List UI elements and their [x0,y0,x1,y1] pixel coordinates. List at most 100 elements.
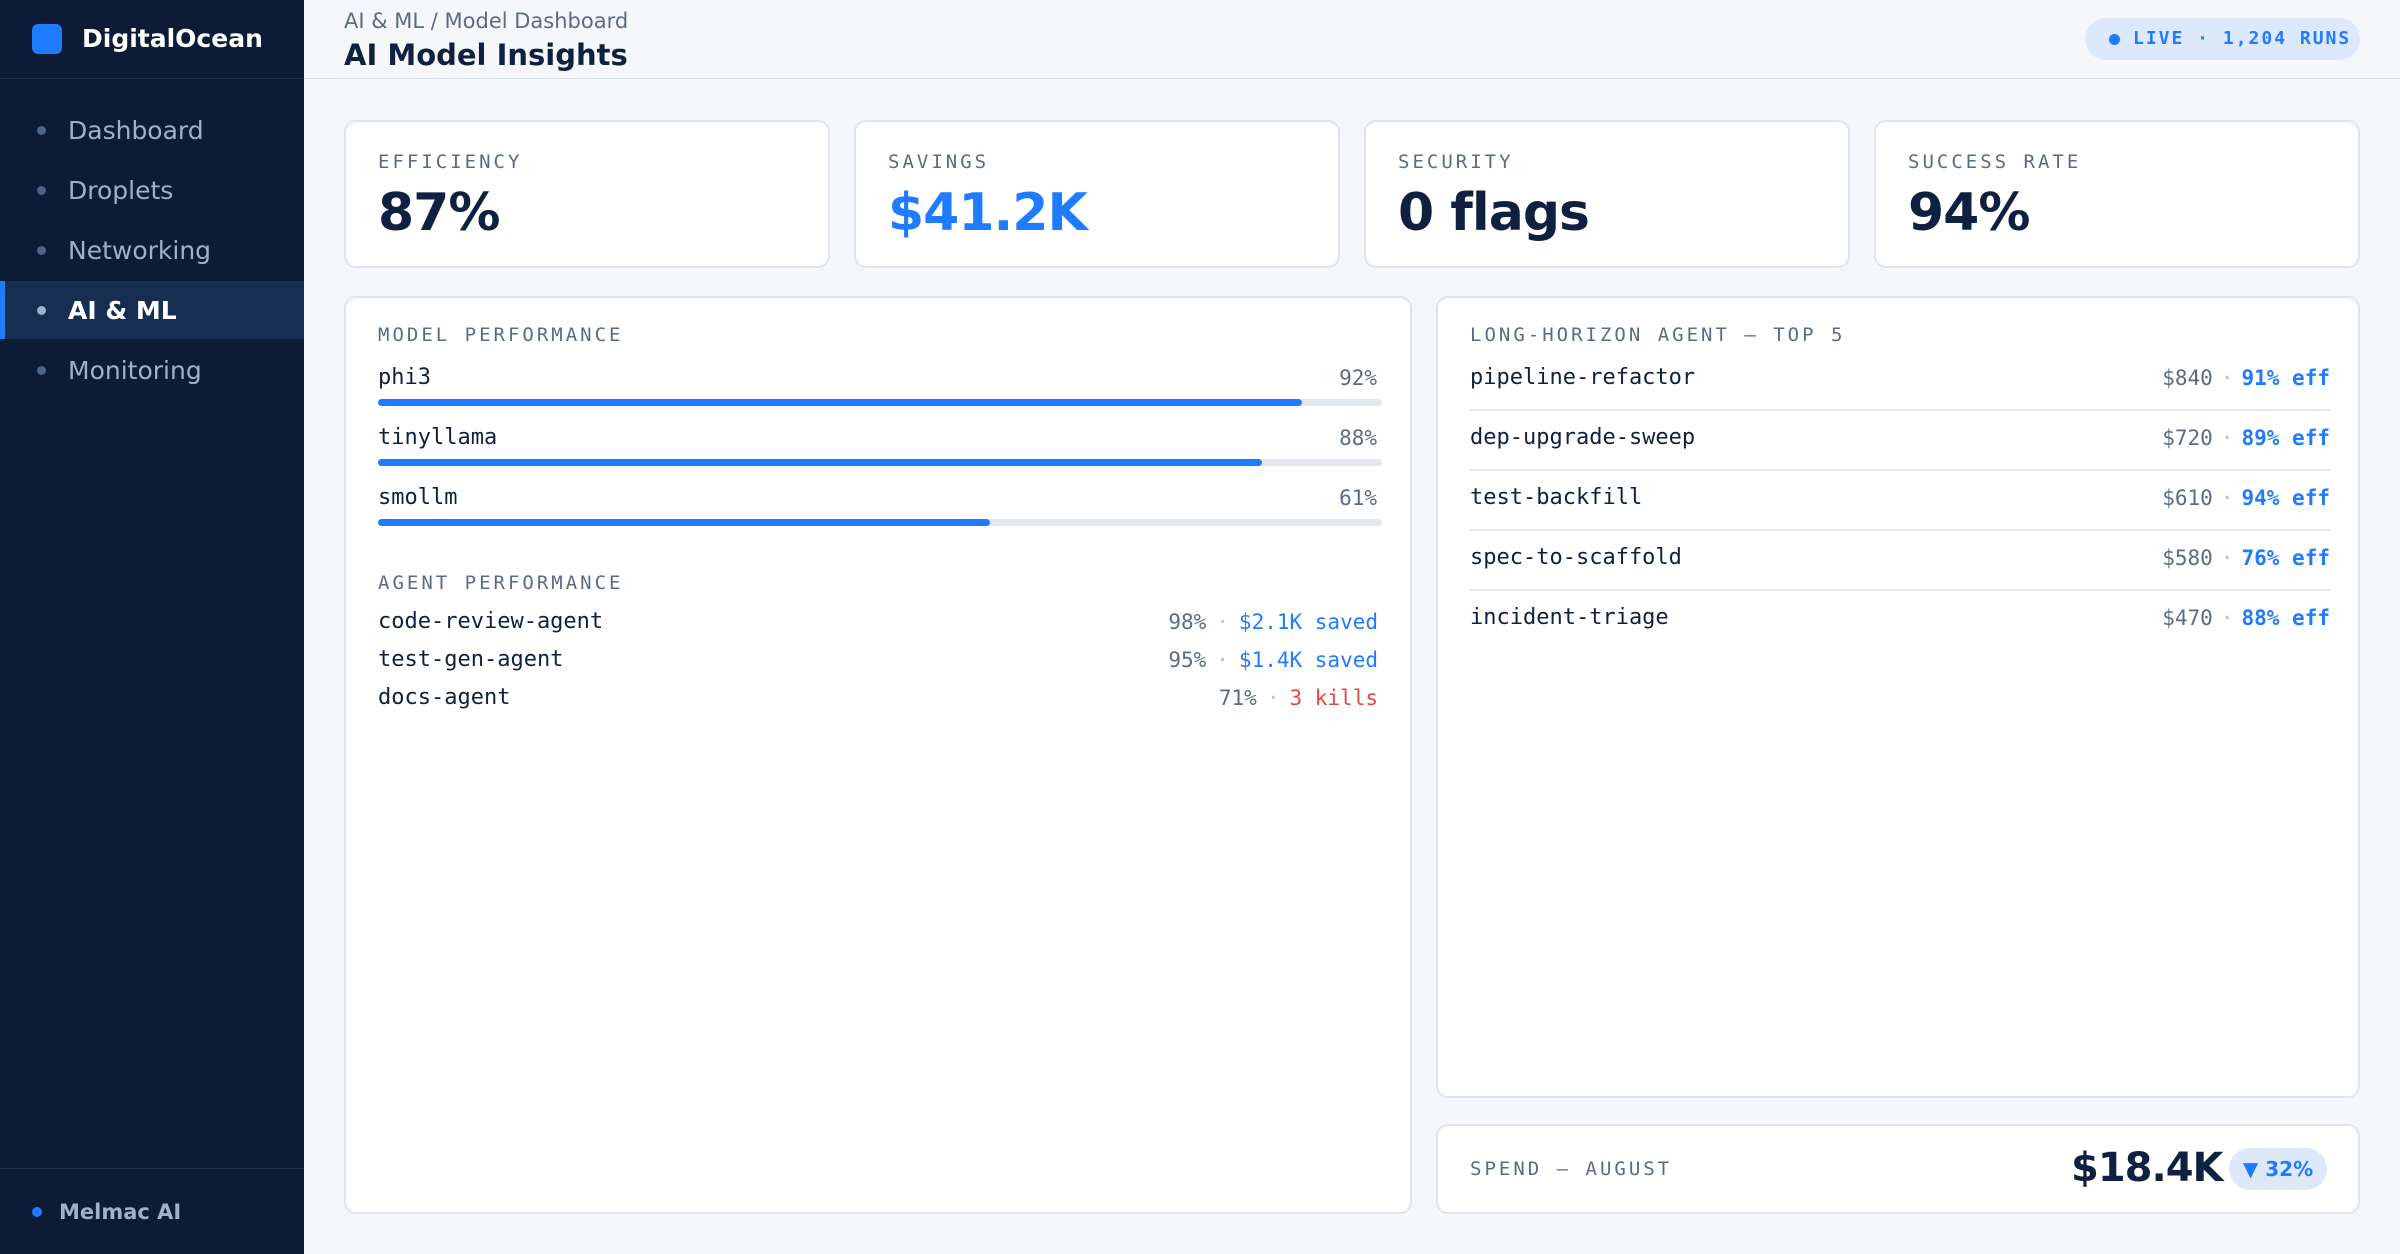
model-name: phi3 [378,365,431,390]
model-row[interactable]: tinyllama 88% [378,425,1382,466]
long-horizon-row[interactable]: pipeline-refactor $840 · 91% eff [1470,365,2330,425]
job-name: dep-upgrade-sweep [1470,425,1696,450]
agent-pct: 71% [1218,686,1257,710]
agent-detail: 3 kills [1289,686,1378,710]
agent-row[interactable]: test-gen-agent 95% · $1.4K saved [378,647,1378,675]
separator: · [2220,426,2234,450]
status-dot-icon [32,1207,42,1217]
progress-fill [378,399,1302,406]
separator: · [2220,546,2234,570]
stat-value: 94% [1908,183,2030,243]
spend-delta: ▼ 32% [2242,1157,2314,1181]
agent-metrics: 98% · $2.1K saved [1168,609,1378,635]
agent-name: code-review-agent [378,609,604,634]
sidebar-item-label: Droplets [68,176,174,205]
spend-label: SPEND — AUGUST [1470,1158,1673,1180]
agent-pct: 95% [1168,648,1207,672]
stat-value: $41.2K [888,183,1088,243]
progress-fill [378,519,991,526]
stat-value: 87% [378,183,500,243]
job-name: incident-triage [1470,605,1669,630]
sidebar-item-ai-ml[interactable]: AI & ML [0,281,304,339]
divider [1470,589,2330,591]
job-name: pipeline-refactor [1470,365,1696,390]
stat-label: SAVINGS [888,151,990,173]
agent-metrics: 71% · 3 kills [1219,685,1378,711]
agent-row[interactable]: docs-agent 71% · 3 kills [378,685,1378,713]
sidebar-item-monitoring[interactable]: Monitoring [0,341,304,399]
agent-name: docs-agent [378,685,511,710]
sidebar: DigitalOcean Dashboard Droplets Networki… [0,0,304,1254]
separator: · [2220,366,2234,390]
progress-track [378,459,1382,466]
stat-card-success-rate: SUCCESS RATE 94% [1874,120,2360,268]
progress-track [378,519,1382,526]
job-metrics: $720 · 89% eff [2162,425,2330,451]
agent-pct: 98% [1168,610,1207,634]
workspace-name: Melmac AI [59,1200,182,1224]
long-horizon-row[interactable]: incident-triage $470 · 88% eff [1470,605,2330,665]
sidebar-item-label: Networking [68,236,212,265]
model-pct: 88% [1339,426,1377,450]
job-eff: 76% eff [2241,546,2330,570]
performance-panel: MODEL PERFORMANCE phi3 92% tinyllama 88%… [344,296,1412,1214]
sidebar-item-droplets[interactable]: Droplets [0,161,304,219]
bullet-icon [37,126,46,135]
header: AI & ML / Model Dashboard AI Model Insig… [304,0,2400,79]
brand-logo-icon [32,24,62,54]
spend-card: SPEND — AUGUST $18.4K ▼ 32% [1436,1124,2360,1214]
model-pct: 92% [1339,366,1377,390]
bullet-icon [37,246,46,255]
brand[interactable]: DigitalOcean [0,0,304,79]
long-horizon-row[interactable]: spec-to-scaffold $580 · 76% eff [1470,545,2330,605]
divider [1470,469,2330,471]
job-cost: $470 [2162,606,2213,630]
long-horizon-row[interactable]: test-backfill $610 · 94% eff [1470,485,2330,545]
agent-detail: $2.1K saved [1238,610,1378,634]
stat-label: SECURITY [1398,151,1514,173]
job-eff: 88% eff [2241,606,2330,630]
model-row[interactable]: smollm 61% [378,485,1382,526]
agent-row[interactable]: code-review-agent 98% · $2.1K saved [378,609,1378,637]
model-pct: 61% [1339,486,1377,510]
job-metrics: $580 · 76% eff [2162,545,2330,571]
page-title: AI Model Insights [344,38,628,72]
brand-name: DigitalOcean [82,24,263,53]
job-cost: $720 [2162,426,2213,450]
stat-label: SUCCESS RATE [1908,151,2082,173]
bullet-icon [37,306,46,315]
model-name: smollm [378,485,458,510]
stat-card-efficiency: EFFICIENCY 87% [344,120,830,268]
stat-card-savings: SAVINGS $41.2K [854,120,1340,268]
job-cost: $840 [2162,366,2213,390]
agent-name: test-gen-agent [378,647,564,672]
sidebar-item-networking[interactable]: Networking [0,221,304,279]
model-name: tinyllama [378,425,498,450]
sidebar-item-label: Dashboard [68,116,204,145]
sidebar-item-dashboard[interactable]: Dashboard [0,101,304,159]
job-name: spec-to-scaffold [1470,545,1682,570]
agent-metrics: 95% · $1.4K saved [1168,647,1378,673]
progress-track [378,399,1382,406]
progress-fill [378,459,1262,466]
sidebar-item-label: AI & ML [68,296,177,325]
job-metrics: $470 · 88% eff [2162,605,2330,631]
separator: · [2220,606,2234,630]
long-horizon-row[interactable]: dep-upgrade-sweep $720 · 89% eff [1470,425,2330,485]
spend-value: $18.4K [2071,1145,2224,1191]
bullet-icon [37,186,46,195]
sidebar-item-label: Monitoring [68,356,202,385]
workspace-switcher[interactable]: Melmac AI [0,1168,304,1254]
job-cost: $610 [2162,486,2213,510]
job-metrics: $610 · 94% eff [2162,485,2330,511]
job-cost: $580 [2162,546,2213,570]
job-eff: 91% eff [2241,366,2330,390]
agent-performance-heading: AGENT PERFORMANCE [378,572,624,594]
separator: · [1266,686,1280,710]
breadcrumb[interactable]: AI & ML / Model Dashboard [344,9,629,33]
model-row[interactable]: phi3 92% [378,365,1382,406]
live-dot-icon [2109,34,2120,45]
bullet-icon [37,366,46,375]
long-horizon-panel: LONG-HORIZON AGENT — TOP 5 pipeline-refa… [1436,296,2360,1098]
job-eff: 94% eff [2241,486,2330,510]
